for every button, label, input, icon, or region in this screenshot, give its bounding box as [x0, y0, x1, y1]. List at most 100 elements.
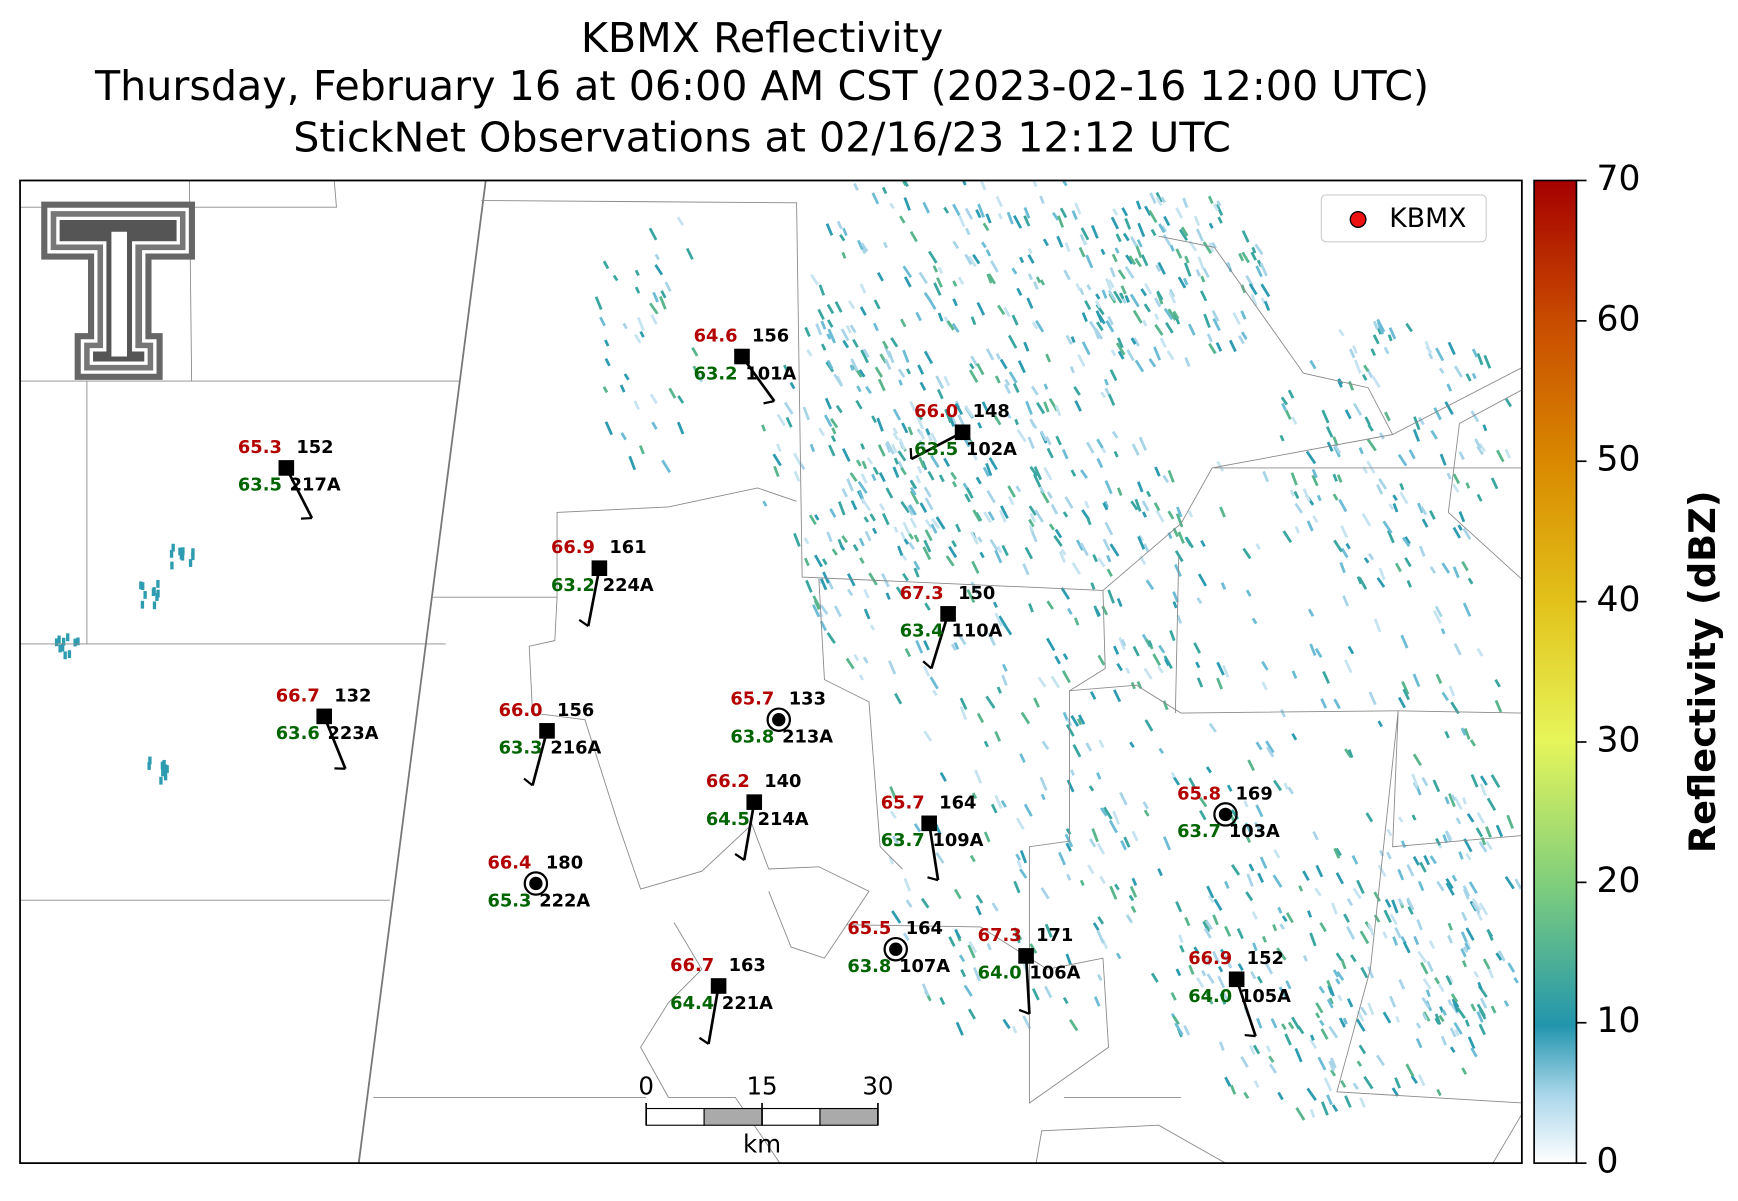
title: KBMX Reflectivity: [581, 14, 943, 62]
echo: [66, 633, 70, 642]
echo: [968, 369, 979, 383]
echo: [1036, 402, 1046, 415]
echo: [1023, 206, 1031, 219]
echo: [1270, 1018, 1278, 1029]
echo: [811, 604, 821, 618]
echo: [1262, 470, 1270, 483]
echo: [1059, 207, 1068, 219]
echo: [826, 531, 833, 543]
echo: [1336, 971, 1345, 981]
station-id: 102A: [966, 439, 1017, 460]
echo: [1309, 359, 1317, 370]
echo: [1134, 244, 1143, 259]
echo: [936, 277, 943, 288]
echo: [1404, 536, 1411, 545]
echo: [1333, 539, 1343, 553]
echo: [1199, 290, 1208, 302]
echo: [913, 823, 922, 833]
echo: [1150, 228, 1157, 237]
dewpoint: 63.2: [551, 575, 595, 596]
echo: [1240, 1055, 1249, 1068]
echo: [1217, 216, 1223, 224]
echo: [806, 349, 813, 357]
colorbar-tick-label: 50: [1597, 440, 1641, 480]
echo: [1116, 662, 1123, 672]
echo: [1003, 383, 1012, 395]
echo: [1106, 568, 1113, 577]
calm-circle: [523, 871, 549, 896]
echo: [1046, 600, 1054, 610]
echo: [1103, 806, 1113, 820]
echo: [1154, 324, 1164, 336]
echo: [1129, 293, 1140, 308]
echo: [1351, 345, 1358, 354]
echo: [1143, 667, 1153, 680]
echo: [1273, 779, 1283, 792]
echo: [1058, 550, 1066, 563]
echo: [1206, 973, 1215, 984]
echo: [1044, 985, 1053, 999]
echo: [946, 320, 955, 331]
echo: [604, 421, 613, 436]
echo: [885, 440, 895, 455]
echo: [964, 493, 971, 503]
echo: [853, 653, 860, 662]
dewpoint: 63.3: [499, 738, 543, 759]
echo: [1143, 809, 1150, 817]
echo: [1085, 441, 1095, 454]
echo: [881, 186, 888, 195]
echo: [1204, 991, 1214, 1005]
station-id: 105A: [1240, 986, 1291, 1007]
echo: [1272, 924, 1278, 932]
dewpoint: 63.6: [276, 723, 320, 744]
echo: [1094, 608, 1101, 617]
echo: [1023, 341, 1030, 352]
echo: [845, 657, 855, 670]
pressure: 163: [729, 955, 766, 976]
scale-tick-label: 30: [862, 1071, 893, 1100]
echo: [1158, 644, 1166, 654]
echo: [1188, 777, 1197, 790]
echo: [789, 381, 796, 390]
echo: [1113, 290, 1123, 304]
echo: [887, 350, 895, 364]
echo: [976, 712, 985, 724]
echo: [891, 910, 902, 924]
echo: [1095, 321, 1104, 332]
echo: [1152, 653, 1162, 666]
echo: [850, 500, 858, 511]
echo: [1328, 1025, 1339, 1039]
echo: [1245, 891, 1254, 902]
echo: [847, 573, 856, 587]
echo: [1444, 730, 1450, 739]
echo: [1317, 1056, 1327, 1071]
echo: [1197, 256, 1205, 270]
colorbar-tick-label: 30: [1597, 720, 1641, 760]
echo: [897, 545, 904, 556]
echo: [1079, 542, 1089, 557]
station-marker: [940, 606, 956, 622]
echo: [1028, 524, 1035, 532]
echo: [918, 456, 926, 469]
echo: [1104, 387, 1111, 396]
echo: [820, 343, 827, 351]
echo: [1378, 567, 1386, 581]
echo: [1340, 958, 1347, 970]
echo: [1251, 911, 1258, 920]
echo: [1066, 779, 1075, 793]
echo: [1241, 230, 1250, 243]
echo: [1230, 864, 1241, 876]
echo: [1462, 946, 1469, 953]
echo: [1430, 429, 1438, 440]
echo: [1302, 955, 1308, 962]
echo: [859, 306, 867, 316]
echo: [987, 511, 995, 521]
station-marker: [1218, 807, 1233, 822]
echo: [761, 424, 767, 432]
echo: [1004, 408, 1012, 419]
echo: [1141, 500, 1150, 512]
echo: [685, 247, 694, 260]
echo: [1117, 269, 1126, 280]
echo: [1490, 774, 1501, 789]
echo: [1113, 450, 1119, 458]
